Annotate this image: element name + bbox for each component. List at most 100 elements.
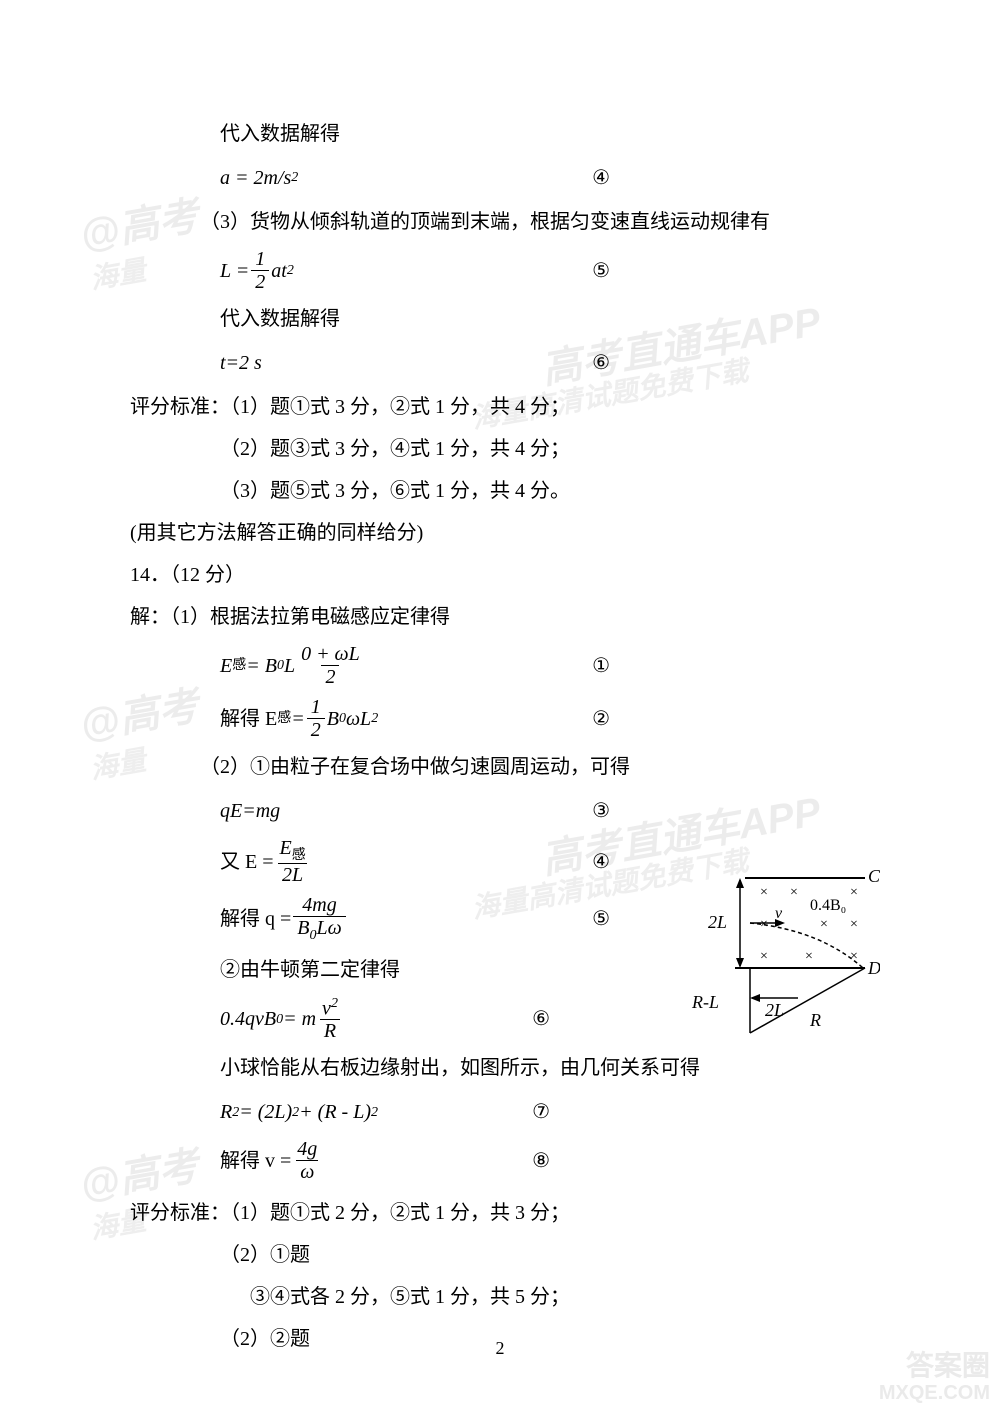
eq-exp: 2 <box>331 996 338 1011</box>
eq-number: ⑦ <box>532 1094 870 1130</box>
equation: 解得 q = 4mg B0Lω <box>220 894 348 943</box>
text-line: ③④式各 2 分，⑤式 1 分，共 5 分； <box>130 1279 870 1315</box>
text-line: (用其它方法解答正确的同样给分) <box>130 515 870 551</box>
eq-text: = <box>291 701 305 737</box>
fraction: 4mg B0Lω <box>293 894 345 943</box>
eq-text: = (2L) <box>239 1094 292 1130</box>
frac-top: 0 + ωL <box>297 643 364 665</box>
label-RL: R-L <box>691 992 719 1012</box>
fraction: v2 R <box>318 996 342 1043</box>
equation: a = 2m/s2 <box>220 160 298 196</box>
field-cross: × <box>850 949 858 964</box>
equation: R2 = (2L)2 + (R - L)2 <box>220 1094 378 1130</box>
eq-number: ④ <box>592 160 870 196</box>
eq-text: L = <box>220 253 249 289</box>
frac-bot: 2 <box>307 718 325 741</box>
corner-watermark: 答案圈 MXQE.COM <box>879 1351 990 1404</box>
frac-bot: ω <box>296 1160 318 1183</box>
corner-text: MXQE.COM <box>879 1382 990 1404</box>
label-04B0: 0.4B₀ <box>810 897 846 914</box>
text-line: 评分标准：（1）题①式 2 分，②式 1 分，共 3 分； <box>130 1195 870 1231</box>
field-cross: × <box>760 885 768 900</box>
eq-text: 又 E = <box>220 844 274 880</box>
field-cross: × <box>850 917 858 932</box>
frac-bot: B <box>297 917 309 939</box>
eq-number: ⑧ <box>532 1143 870 1179</box>
fraction: 1 2 <box>307 696 325 741</box>
eq-exp: 2 <box>371 706 378 731</box>
label-v: v <box>775 905 783 922</box>
eq-text: at <box>271 253 287 289</box>
eq-text: 解得 v = <box>220 1143 291 1179</box>
text-line: 14．（12 分） <box>130 557 870 593</box>
equation-row: qE=mg ③ <box>130 793 870 829</box>
eq-exp: 2 <box>232 1100 239 1125</box>
label-2L-bot: 2L <box>765 1000 784 1020</box>
frac-bot: Lω <box>317 917 342 939</box>
text-line: 解：（1）根据法拉第电磁感应定律得 <box>130 599 870 635</box>
equation-row: E感 = B0 L 0 + ωL 2 ① <box>130 643 870 688</box>
frac-bot: R <box>320 1019 340 1042</box>
equation-row: a = 2m/s2 ④ <box>130 160 870 196</box>
physics-diagram: × × × × × × × × × 2L v C D 0.4B₀ R-L 2L … <box>690 868 880 1068</box>
eq-sub: 感 <box>292 848 306 863</box>
eq-text: 0.4qvB <box>220 1001 276 1037</box>
text-line: （2）①由粒子在复合场中做匀速圆周运动，可得 <box>130 749 870 785</box>
page-number: 2 <box>0 1332 1000 1364</box>
eq-text: ωL <box>346 701 371 737</box>
equation-row: L = 1 2 at2 ⑤ <box>130 248 870 293</box>
eq-text: a = 2m/s <box>220 160 291 196</box>
equation-row: 解得 v = 4g ω ⑧ <box>130 1138 870 1183</box>
equation-row: 解得 E感 = 1 2 B0 ωL2 ② <box>130 696 870 741</box>
label-D: D <box>867 958 880 978</box>
eq-text: 解得 q = <box>220 901 291 937</box>
eq-sub: 感 <box>232 653 246 678</box>
text-line: 评分标准：（1）题①式 3 分，②式 1 分，共 4 分； <box>130 389 870 425</box>
eq-text: E <box>220 648 232 684</box>
frac-top: 1 <box>307 696 325 718</box>
field-cross: × <box>790 885 798 900</box>
eq-text: L <box>284 648 295 684</box>
field-cross: × <box>760 949 768 964</box>
equation: qE=mg <box>220 793 280 829</box>
text-line: 代入数据解得 <box>130 116 870 152</box>
equation-row: R2 = (2L)2 + (R - L)2 ⑦ <box>130 1094 870 1130</box>
field-cross: × <box>850 885 858 900</box>
eq-text: = B <box>246 648 277 684</box>
frac-top: 4g <box>293 1138 321 1160</box>
eq-number: ② <box>592 701 870 737</box>
eq-number: ⑥ <box>592 345 870 381</box>
eq-sub: 感 <box>277 706 291 731</box>
frac-top: 1 <box>251 248 269 270</box>
equation: 解得 E感 = 1 2 B0 ωL2 <box>220 696 378 741</box>
eq-exp: 2 <box>287 258 294 283</box>
eq-text: + (R - L) <box>299 1094 371 1130</box>
eq-number: ③ <box>592 793 870 829</box>
label-C: C <box>868 868 880 886</box>
eq-sub: 0 <box>310 928 317 943</box>
equation: 又 E = E感 2L <box>220 837 312 886</box>
frac-bot: 2 <box>251 270 269 293</box>
eq-number: ① <box>592 648 870 684</box>
field-cross: × <box>805 949 813 964</box>
eq-sub: 0 <box>276 1007 283 1032</box>
equation: t=2 s <box>220 345 262 381</box>
label-2L: 2L <box>708 912 727 932</box>
text-line: 代入数据解得 <box>130 301 870 337</box>
frac-bot: 2L <box>278 863 307 886</box>
equation-row: t=2 s ⑥ <box>130 345 870 381</box>
corner-text: 答案圈 <box>879 1351 990 1382</box>
text-line: （2）题③式 3 分，④式 1 分，共 4 分； <box>130 431 870 467</box>
eq-text: R <box>220 1094 232 1130</box>
fraction: 1 2 <box>251 248 269 293</box>
eq-text: = m <box>283 1001 316 1037</box>
field-cross: × <box>820 917 828 932</box>
fraction: 0 + ωL 2 <box>297 643 364 688</box>
page-content: 代入数据解得 a = 2m/s2 ④ （3）货物从倾斜轨道的顶端到末端，根据匀变… <box>0 0 1000 1423</box>
frac-bot: 2 <box>321 665 339 688</box>
diagram-svg: × × × × × × × × × 2L v C D 0.4B₀ R-L 2L … <box>690 868 880 1068</box>
eq-exp: 2 <box>292 1100 299 1125</box>
text-line: （3）货物从倾斜轨道的顶端到末端，根据匀变速直线运动规律有 <box>130 204 870 240</box>
equation: 0.4qvB0 = m v2 R <box>220 996 344 1043</box>
eq-text: B <box>327 701 339 737</box>
